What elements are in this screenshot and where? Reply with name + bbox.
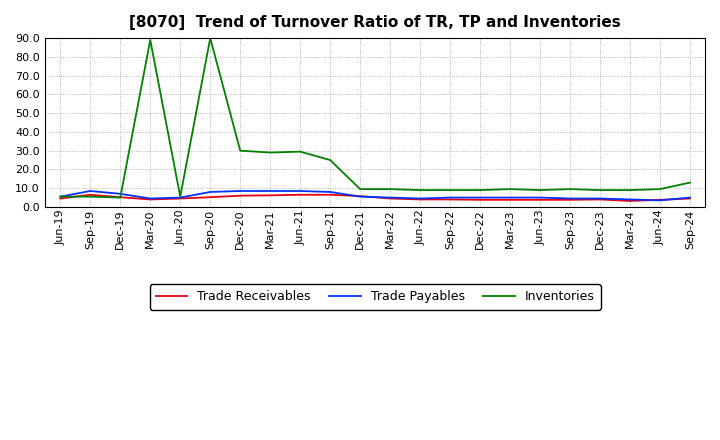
Inventories <box>206 36 215 41</box>
Inventories <box>296 149 305 154</box>
Trade Receivables <box>595 197 604 202</box>
Line: Inventories: Inventories <box>60 38 690 198</box>
Inventories <box>266 150 274 155</box>
Inventories <box>685 180 694 185</box>
Trade Receivables <box>656 197 665 202</box>
Trade Receivables <box>416 197 425 202</box>
Title: [8070]  Trend of Turnover Ratio of TR, TP and Inventories: [8070] Trend of Turnover Ratio of TR, TP… <box>130 15 621 30</box>
Trade Receivables <box>685 196 694 201</box>
Inventories <box>595 187 604 193</box>
Inventories <box>416 187 425 193</box>
Trade Receivables <box>146 197 155 202</box>
Inventories <box>176 194 184 199</box>
Trade Payables <box>566 196 575 201</box>
Inventories <box>326 158 335 163</box>
Trade Receivables <box>566 197 575 202</box>
Trade Receivables <box>536 197 544 202</box>
Trade Receivables <box>505 197 514 202</box>
Trade Payables <box>595 196 604 201</box>
Trade Payables <box>626 197 634 202</box>
Trade Receivables <box>386 196 395 201</box>
Line: Trade Receivables: Trade Receivables <box>60 195 690 201</box>
Trade Payables <box>56 194 65 199</box>
Trade Payables <box>386 195 395 200</box>
Trade Receivables <box>116 194 125 200</box>
Inventories <box>505 187 514 192</box>
Trade Payables <box>326 189 335 194</box>
Trade Receivables <box>56 196 65 201</box>
Inventories <box>536 187 544 193</box>
Inventories <box>116 195 125 200</box>
Inventories <box>476 187 485 193</box>
Trade Payables <box>505 195 514 200</box>
Trade Receivables <box>266 193 274 198</box>
Trade Receivables <box>446 197 454 202</box>
Trade Payables <box>416 196 425 201</box>
Trade Receivables <box>356 194 364 199</box>
Trade Payables <box>266 188 274 194</box>
Trade Receivables <box>206 194 215 200</box>
Trade Payables <box>236 188 245 194</box>
Trade Payables <box>116 191 125 197</box>
Line: Trade Payables: Trade Payables <box>60 191 690 200</box>
Inventories <box>626 187 634 193</box>
Inventories <box>356 187 364 192</box>
Trade Payables <box>206 189 215 194</box>
Trade Payables <box>476 195 485 200</box>
Inventories <box>566 187 575 192</box>
Trade Receivables <box>86 192 94 198</box>
Trade Payables <box>446 195 454 200</box>
Inventories <box>56 194 65 199</box>
Trade Receivables <box>326 192 335 198</box>
Inventories <box>446 187 454 193</box>
Inventories <box>146 37 155 43</box>
Trade Payables <box>86 188 94 194</box>
Trade Payables <box>685 195 694 200</box>
Trade Payables <box>536 195 544 200</box>
Trade Payables <box>146 196 155 201</box>
Inventories <box>656 187 665 192</box>
Legend: Trade Receivables, Trade Payables, Inventories: Trade Receivables, Trade Payables, Inven… <box>150 284 600 310</box>
Trade Receivables <box>236 193 245 198</box>
Trade Payables <box>176 195 184 200</box>
Trade Receivables <box>626 198 634 204</box>
Inventories <box>236 148 245 153</box>
Inventories <box>386 187 395 192</box>
Inventories <box>86 194 94 199</box>
Trade Receivables <box>476 197 485 202</box>
Trade Receivables <box>296 192 305 198</box>
Trade Payables <box>656 198 665 203</box>
Trade Payables <box>296 188 305 194</box>
Trade Receivables <box>176 196 184 201</box>
Trade Payables <box>356 194 364 199</box>
